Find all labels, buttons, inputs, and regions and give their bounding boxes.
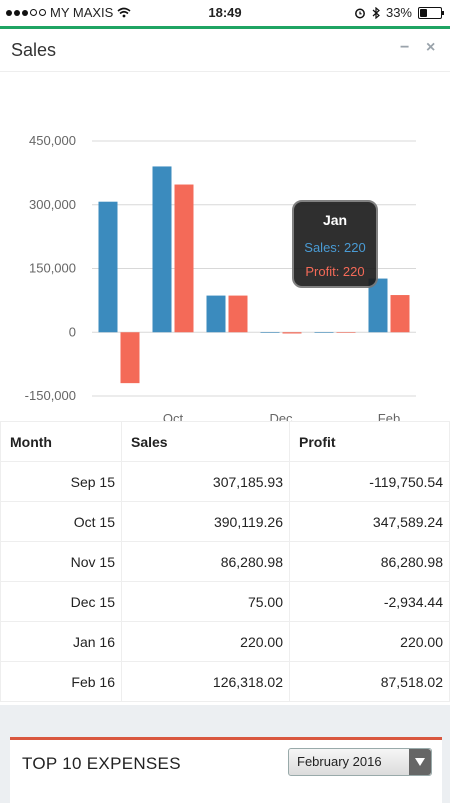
bar-sales[interactable] bbox=[368, 278, 388, 333]
cell-profit: 347,589.24 bbox=[289, 501, 450, 542]
bar-sales[interactable] bbox=[314, 332, 334, 333]
bar-sales[interactable] bbox=[260, 332, 280, 333]
y-tick-label: 0 bbox=[69, 324, 76, 339]
accent-bar bbox=[0, 26, 450, 29]
carrier-label: MY MAXIS bbox=[50, 5, 114, 20]
carrier-group: MY MAXIS bbox=[6, 5, 131, 20]
col-profit: Profit bbox=[289, 421, 450, 462]
cell-month: Oct 15 bbox=[0, 501, 122, 542]
alarm-icon bbox=[355, 8, 365, 18]
bar-sales[interactable] bbox=[152, 166, 172, 333]
table-row: Nov 15 86,280.98 86,280.98 bbox=[0, 541, 450, 582]
cell-profit: 87,518.02 bbox=[289, 661, 450, 702]
chart-bars bbox=[98, 166, 410, 384]
table-row: Sep 15 307,185.93 -119,750.54 bbox=[0, 461, 450, 502]
x-tick-label: Feb bbox=[378, 411, 400, 421]
signal-icon bbox=[6, 9, 46, 16]
cell-profit: -119,750.54 bbox=[289, 461, 450, 502]
status-bar: MY MAXIS 18:49 33% bbox=[0, 0, 450, 26]
battery-icon bbox=[418, 6, 444, 19]
cell-profit: 86,280.98 bbox=[289, 541, 450, 582]
y-tick-label: 300,000 bbox=[29, 197, 76, 212]
cell-month: Feb 16 bbox=[0, 661, 122, 702]
top-expenses-panel: TOP 10 EXPENSES February 2016 bbox=[10, 737, 442, 803]
tooltip-profit: Profit: 220 bbox=[305, 264, 364, 279]
cell-profit: 220.00 bbox=[289, 621, 450, 662]
cell-month: Dec 15 bbox=[0, 581, 122, 622]
panel-header: Sales − × bbox=[0, 29, 450, 72]
cell-profit: -2,934.44 bbox=[289, 581, 450, 622]
bar-profit[interactable] bbox=[390, 295, 410, 333]
cell-sales: 75.00 bbox=[121, 581, 290, 622]
sales-panel: Sales − × 450,000 300,000 150,000 0 -150,000… bbox=[0, 29, 450, 705]
bar-profit[interactable] bbox=[336, 332, 356, 333]
month-select-value: February 2016 bbox=[297, 754, 382, 769]
col-month: Month bbox=[0, 421, 122, 462]
y-tick-label: 150,000 bbox=[29, 261, 76, 276]
cell-month: Jan 16 bbox=[0, 621, 122, 662]
cell-sales: 126,318.02 bbox=[121, 661, 290, 702]
dropdown-arrow-icon[interactable] bbox=[409, 749, 431, 775]
x-tick-label: Oct bbox=[163, 411, 184, 421]
status-right: 33% bbox=[354, 5, 444, 20]
bar-profit[interactable] bbox=[120, 332, 140, 384]
close-button[interactable]: × bbox=[426, 39, 436, 56]
table-row: Oct 15 390,119.26 347,589.24 bbox=[0, 501, 450, 542]
x-axis-labels: Oct Dec Feb bbox=[163, 411, 400, 421]
table-row: Feb 16 126,318.02 87,518.02 bbox=[0, 661, 450, 702]
wifi-icon bbox=[117, 7, 131, 18]
cell-sales: 390,119.26 bbox=[121, 501, 290, 542]
tooltip-title: Jan bbox=[323, 212, 347, 228]
battery-percent: 33% bbox=[385, 5, 412, 20]
table-row: Dec 15 75.00 -2,934.44 bbox=[0, 581, 450, 622]
tooltip-sales: Sales: 220 bbox=[304, 240, 365, 255]
bar-profit[interactable] bbox=[282, 332, 302, 334]
bar-profit[interactable] bbox=[174, 184, 194, 333]
sales-table: Month Sales Profit Sep 15 307,185.93 -119,… bbox=[0, 421, 450, 702]
panel-title: Sales bbox=[11, 40, 57, 60]
y-tick-label: 450,000 bbox=[29, 133, 76, 148]
bar-profit[interactable] bbox=[228, 295, 248, 333]
chart-tooltip: Jan Sales: 220 Profit: 220 bbox=[292, 200, 378, 288]
bar-sales[interactable] bbox=[98, 201, 118, 333]
clock: 18:49 bbox=[208, 5, 242, 20]
minimize-button[interactable]: − bbox=[400, 39, 410, 56]
sales-chart: 450,000 300,000 150,000 0 -150,000 Oct Dec Feb… bbox=[25, 133, 416, 421]
expenses-title: TOP 10 EXPENSES bbox=[22, 754, 181, 773]
cell-month: Sep 15 bbox=[0, 461, 122, 502]
cell-sales: 307,185.93 bbox=[121, 461, 290, 502]
table-row: Jan 16 220.00 220.00 bbox=[0, 621, 450, 662]
bar-sales[interactable] bbox=[206, 295, 226, 333]
x-tick-label: Dec bbox=[269, 411, 293, 421]
col-sales: Sales bbox=[121, 421, 290, 462]
cell-sales: 86,280.98 bbox=[121, 541, 290, 582]
month-select[interactable]: February 2016 bbox=[288, 748, 432, 776]
cell-sales: 220.00 bbox=[121, 621, 290, 662]
cell-month: Nov 15 bbox=[0, 541, 122, 582]
bluetooth-icon bbox=[372, 6, 380, 19]
table-header-row: Month Sales Profit bbox=[0, 421, 450, 462]
y-axis-labels: 450,000 300,000 150,000 0 -150,000 bbox=[25, 133, 76, 403]
y-tick-label: -150,000 bbox=[25, 388, 76, 403]
